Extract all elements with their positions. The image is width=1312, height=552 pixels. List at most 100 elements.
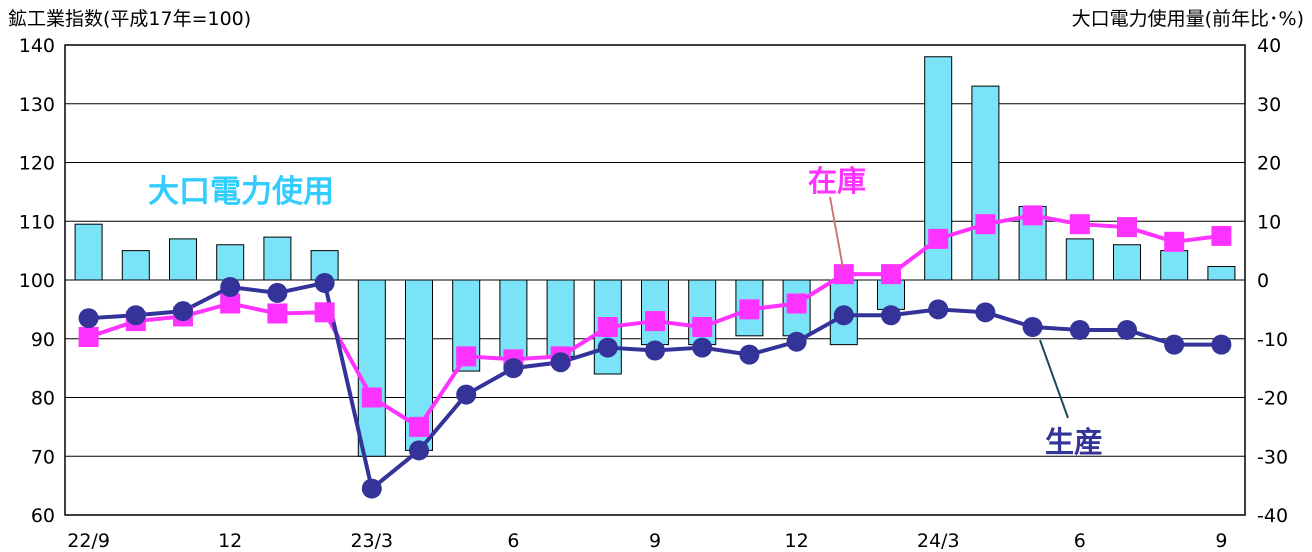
x-tick-label: 9 xyxy=(649,530,661,552)
left-tick-label: 110 xyxy=(19,211,55,233)
inventory-marker xyxy=(928,228,949,249)
production-marker xyxy=(220,277,241,298)
bar xyxy=(971,85,1000,281)
inventory-leader-line xyxy=(829,196,844,269)
right-tick-label: 40 xyxy=(1257,35,1281,57)
left-tick-label: 90 xyxy=(31,329,55,351)
right-tick-label: 30 xyxy=(1257,94,1281,116)
inventory-marker xyxy=(314,302,335,323)
production-marker xyxy=(361,478,382,499)
bar xyxy=(499,279,528,360)
bar xyxy=(216,244,245,281)
x-tick-label: 9 xyxy=(1215,530,1227,552)
production-marker xyxy=(314,272,335,293)
production-marker xyxy=(173,301,193,322)
production-marker xyxy=(1117,319,1137,340)
inventory-marker xyxy=(409,416,429,437)
inventory-marker xyxy=(456,346,477,367)
production-marker xyxy=(1022,317,1043,337)
inventory-marker xyxy=(361,387,382,408)
inventory-marker xyxy=(1069,214,1090,235)
x-tick-label: 6 xyxy=(1074,530,1086,552)
left-axis-title: 鉱工業指数(平成17年=100) xyxy=(8,8,252,30)
production-marker xyxy=(692,337,713,358)
production-leader-line xyxy=(1039,339,1069,419)
inventory-marker xyxy=(786,293,807,314)
grid-layer xyxy=(65,103,1245,457)
production-marker xyxy=(125,305,146,326)
bar xyxy=(1065,238,1094,281)
bar xyxy=(1113,244,1141,281)
line-layer xyxy=(78,205,1232,499)
left-tick-label: 100 xyxy=(19,270,55,292)
production-marker xyxy=(1069,319,1090,340)
x-tick-label: 12 xyxy=(785,530,809,552)
right-axis-title: 大口電力使用量(前年比･%) xyxy=(1071,8,1304,30)
axis-layer: 60 70 80 90 100 110 120 130 140 -40 -30 -20 -10 0 10 20… xyxy=(19,35,1288,552)
left-tick-label: 140 xyxy=(19,35,55,57)
left-tick-label: 130 xyxy=(19,94,55,116)
inventory-marker xyxy=(267,303,288,324)
right-tick-label: 0 xyxy=(1257,270,1269,292)
bar xyxy=(1207,265,1236,281)
production-marker xyxy=(503,358,524,379)
inventory-marker xyxy=(881,264,901,285)
production-series-label: 生産 xyxy=(1045,425,1103,459)
x-tick-label: 12 xyxy=(218,530,242,552)
inventory-marker xyxy=(1022,205,1043,226)
production-marker xyxy=(1164,334,1185,355)
production-marker xyxy=(1211,334,1232,355)
x-tick-label: 22/9 xyxy=(67,530,110,552)
inventory-marker xyxy=(597,317,618,337)
production-marker xyxy=(833,305,854,326)
production-marker xyxy=(975,302,996,323)
production-marker xyxy=(739,344,760,365)
left-tick-label: 70 xyxy=(31,446,55,468)
inventory-marker xyxy=(645,311,665,332)
production-marker xyxy=(881,305,901,326)
left-tick-label: 80 xyxy=(31,388,55,410)
right-tick-label: -10 xyxy=(1257,329,1288,351)
power-series-label: 大口電力使用 xyxy=(148,174,334,210)
right-tick-label: 20 xyxy=(1257,153,1281,175)
x-tick-label: 23/3 xyxy=(350,530,393,552)
right-tick-label: -20 xyxy=(1257,388,1288,410)
inventory-marker xyxy=(833,264,854,285)
x-tick-label: 6 xyxy=(507,530,519,552)
right-tick-label: -40 xyxy=(1257,505,1288,527)
bar xyxy=(357,279,386,457)
bar xyxy=(74,223,103,281)
bar xyxy=(546,279,575,357)
inventory-marker xyxy=(1211,225,1232,246)
bar xyxy=(877,279,905,310)
production-marker xyxy=(786,331,807,352)
production-marker xyxy=(456,384,477,405)
bar xyxy=(263,236,292,281)
left-tick-label: 60 xyxy=(31,505,55,527)
inventory-marker xyxy=(220,293,241,314)
production-marker xyxy=(267,282,288,303)
right-tick-label: -30 xyxy=(1257,446,1288,468)
inventory-marker xyxy=(1117,217,1137,238)
inventory-series-label: 在庫 xyxy=(808,164,866,198)
bar xyxy=(169,238,197,281)
production-marker xyxy=(928,299,949,320)
x-tick-label: 24/3 xyxy=(917,530,960,552)
left-tick-label: 120 xyxy=(19,153,55,175)
production-marker xyxy=(78,308,99,329)
plot-frame xyxy=(64,44,1246,516)
inventory-marker xyxy=(975,214,996,235)
bar xyxy=(121,250,150,281)
production-marker xyxy=(409,440,429,461)
inventory-marker xyxy=(692,317,713,337)
inventory-marker xyxy=(739,299,760,320)
bar xyxy=(1160,250,1189,281)
inventory-marker xyxy=(1164,231,1185,252)
production-marker xyxy=(645,340,665,361)
inventory-marker xyxy=(78,326,99,347)
production-marker xyxy=(597,337,618,358)
production-marker xyxy=(550,352,571,373)
right-tick-label: 10 xyxy=(1257,211,1281,233)
